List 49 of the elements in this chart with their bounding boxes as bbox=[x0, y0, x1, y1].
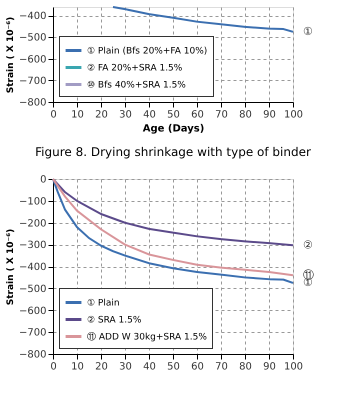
x-tick-label: 40 bbox=[143, 362, 156, 372]
x-tick-label: 0 bbox=[50, 110, 57, 120]
legend-label: ② SRA 1.5% bbox=[87, 316, 142, 326]
x-axis-title: Age (Days) bbox=[142, 124, 204, 134]
legend-label: ① Plain bbox=[87, 298, 120, 308]
x-tick-label: 0 bbox=[50, 362, 57, 372]
y-tick-label: −300 bbox=[19, 240, 46, 252]
text: ① bbox=[303, 24, 313, 38]
x-tick-label: 70 bbox=[215, 110, 228, 120]
y-tick-label: −100 bbox=[19, 196, 46, 208]
y-tick-label: 0 bbox=[40, 174, 46, 186]
y-axis-title: Strain ( X 10⁻⁶) bbox=[6, 228, 16, 306]
x-tick-label: 80 bbox=[239, 362, 252, 372]
x-tick-label: 70 bbox=[215, 362, 228, 372]
y-tick-label: −800 bbox=[19, 98, 46, 108]
x-tick-label: 20 bbox=[95, 110, 108, 120]
legend-label: ① Plain (Bfs 20%+FA 10%) bbox=[87, 46, 208, 56]
y-tick-label: −500 bbox=[19, 32, 46, 44]
y-tick-label: −500 bbox=[19, 284, 46, 295]
y-tick-label: −400 bbox=[19, 262, 46, 273]
line-series bbox=[112, 6, 294, 33]
x-tick-label: 10 bbox=[71, 110, 84, 120]
x-tick-label: 50 bbox=[167, 362, 180, 372]
y-axis-title: Strain ( X 10⁻⁶) bbox=[6, 16, 16, 94]
text: ② bbox=[303, 238, 313, 252]
x-tick-label: 10 bbox=[71, 362, 84, 372]
y-tick-label: −200 bbox=[19, 218, 46, 230]
x-tick-label: 30 bbox=[119, 110, 132, 120]
x-tick-label: 60 bbox=[191, 110, 204, 120]
x-tick-label: 90 bbox=[263, 362, 276, 372]
x-tick-label: 90 bbox=[263, 110, 276, 120]
caption: Figure 8. Drying shrinkage with type of binder bbox=[35, 145, 311, 159]
x-tick-label: 100 bbox=[284, 110, 304, 120]
x-tick-label: 20 bbox=[95, 362, 108, 372]
legend-label: ⑪ ADD W 30kg+SRA 1.5% bbox=[87, 332, 208, 342]
x-tick-label: 60 bbox=[191, 362, 204, 372]
x-tick-label: 30 bbox=[119, 362, 132, 372]
legend-label: ② FA 20%+SRA 1.5% bbox=[87, 64, 183, 74]
x-tick-label: 40 bbox=[143, 110, 156, 120]
y-tick-label: −700 bbox=[19, 76, 46, 87]
legend-label: ⑩ Bfs 40%+SRA 1.5% bbox=[87, 80, 186, 90]
y-tick-label: −600 bbox=[19, 54, 46, 66]
x-tick-label: 80 bbox=[239, 110, 252, 120]
y-tick-label: −600 bbox=[19, 306, 46, 317]
y-tick-label: −800 bbox=[19, 350, 46, 360]
y-tick-label: −700 bbox=[19, 328, 46, 339]
y-tick-label: −400 bbox=[19, 11, 46, 22]
x-tick-label: 100 bbox=[284, 362, 304, 372]
x-tick-label: 50 bbox=[167, 110, 180, 120]
